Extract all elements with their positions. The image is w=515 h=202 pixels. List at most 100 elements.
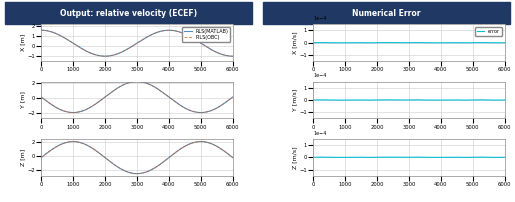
error xyxy=(359,99,366,101)
RLS(MATLAB) xyxy=(230,156,236,159)
PILS(OBC) xyxy=(230,55,236,57)
PILS(OBC) xyxy=(72,140,78,143)
error xyxy=(455,42,461,44)
RLS(MATLAB) xyxy=(72,111,78,114)
RLS(MATLAB) xyxy=(88,146,94,148)
PILS(OBC) xyxy=(151,32,158,35)
RLS(MATLAB) xyxy=(88,52,94,54)
RLS(MATLAB) xyxy=(230,96,236,98)
Legend: RLS(MATLAB), PILS(OBC): RLS(MATLAB), PILS(OBC) xyxy=(182,27,230,42)
RLS(MATLAB) xyxy=(125,48,131,50)
error xyxy=(310,41,316,44)
error xyxy=(345,99,351,101)
error xyxy=(318,99,324,101)
Line: PILS(OBC): PILS(OBC) xyxy=(41,142,233,174)
RLS(MATLAB) xyxy=(70,140,76,143)
RLS(MATLAB) xyxy=(88,106,94,108)
Y-axis label: X [m]: X [m] xyxy=(21,34,26,51)
error xyxy=(359,42,366,44)
RLS(MATLAB) xyxy=(38,96,44,98)
PILS(OBC) xyxy=(38,29,44,32)
PILS(OBC) xyxy=(88,52,94,54)
PILS(OBC) xyxy=(167,97,173,99)
Y-axis label: Z [m]: Z [m] xyxy=(21,149,26,166)
PILS(OBC) xyxy=(125,171,131,173)
error xyxy=(423,156,430,159)
RLS(MATLAB) xyxy=(125,82,131,84)
PILS(OBC) xyxy=(151,167,158,169)
PILS(OBC) xyxy=(125,82,131,84)
PILS(OBC) xyxy=(38,96,44,98)
error xyxy=(493,42,500,44)
error xyxy=(345,156,351,158)
RLS(MATLAB) xyxy=(183,107,189,110)
RLS(MATLAB) xyxy=(125,171,131,173)
error xyxy=(502,41,508,44)
RLS(MATLAB) xyxy=(151,86,158,88)
RLS(MATLAB) xyxy=(38,29,44,32)
error xyxy=(397,156,403,159)
PILS(OBC) xyxy=(183,144,189,147)
error xyxy=(423,99,430,101)
error xyxy=(345,41,351,44)
Text: Output: relative velocity (ECEF): Output: relative velocity (ECEF) xyxy=(60,9,197,18)
Line: PILS(OBC): PILS(OBC) xyxy=(41,82,233,113)
RLS(MATLAB) xyxy=(167,156,173,158)
PILS(OBC) xyxy=(39,29,45,32)
error xyxy=(502,156,508,159)
error xyxy=(493,99,500,101)
RLS(MATLAB) xyxy=(183,144,189,147)
RLS(MATLAB) xyxy=(70,111,76,114)
PILS(OBC) xyxy=(72,111,78,114)
error xyxy=(318,41,324,44)
error xyxy=(397,42,403,44)
RLS(MATLAB) xyxy=(38,156,44,159)
RLS(MATLAB) xyxy=(72,43,78,46)
Line: RLS(MATLAB): RLS(MATLAB) xyxy=(41,82,233,113)
error xyxy=(359,156,366,159)
PILS(OBC) xyxy=(70,140,76,143)
Y-axis label: X [m/s]: X [m/s] xyxy=(293,31,298,54)
PILS(OBC) xyxy=(134,80,140,83)
error xyxy=(502,99,508,101)
Y-axis label: Z [m/s]: Z [m/s] xyxy=(293,146,298,169)
PILS(OBC) xyxy=(167,156,173,158)
PILS(OBC) xyxy=(70,111,76,114)
Text: Numerical Error: Numerical Error xyxy=(352,9,421,18)
error xyxy=(310,156,316,159)
PILS(OBC) xyxy=(134,173,140,175)
Y-axis label: Y [m/s]: Y [m/s] xyxy=(293,89,298,111)
error xyxy=(397,99,403,101)
error xyxy=(438,99,444,101)
RLS(MATLAB) xyxy=(151,32,157,35)
RLS(MATLAB) xyxy=(134,173,140,175)
RLS(MATLAB) xyxy=(72,140,78,143)
PILS(OBC) xyxy=(38,156,44,159)
error xyxy=(493,156,500,159)
RLS(MATLAB) xyxy=(182,33,188,36)
RLS(MATLAB) xyxy=(167,97,173,99)
PILS(OBC) xyxy=(151,86,158,88)
PILS(OBC) xyxy=(72,43,78,46)
RLS(MATLAB) xyxy=(166,29,172,32)
Legend: error: error xyxy=(475,27,502,36)
Line: RLS(MATLAB): RLS(MATLAB) xyxy=(41,30,233,56)
RLS(MATLAB) xyxy=(230,55,236,57)
Line: RLS(MATLAB): RLS(MATLAB) xyxy=(41,142,233,174)
PILS(OBC) xyxy=(230,96,236,98)
error xyxy=(455,156,461,159)
RLS(MATLAB) xyxy=(134,80,140,83)
PILS(OBC) xyxy=(167,29,173,32)
PILS(OBC) xyxy=(183,107,189,110)
PILS(OBC) xyxy=(102,55,109,57)
RLS(MATLAB) xyxy=(151,167,158,169)
error xyxy=(438,156,444,158)
Line: PILS(OBC): PILS(OBC) xyxy=(41,30,233,56)
PILS(OBC) xyxy=(88,106,94,108)
error xyxy=(438,41,444,44)
PILS(OBC) xyxy=(88,146,94,148)
error xyxy=(455,99,461,101)
error xyxy=(318,156,324,158)
Y-axis label: Y [m]: Y [m] xyxy=(21,92,26,108)
error xyxy=(423,42,430,44)
